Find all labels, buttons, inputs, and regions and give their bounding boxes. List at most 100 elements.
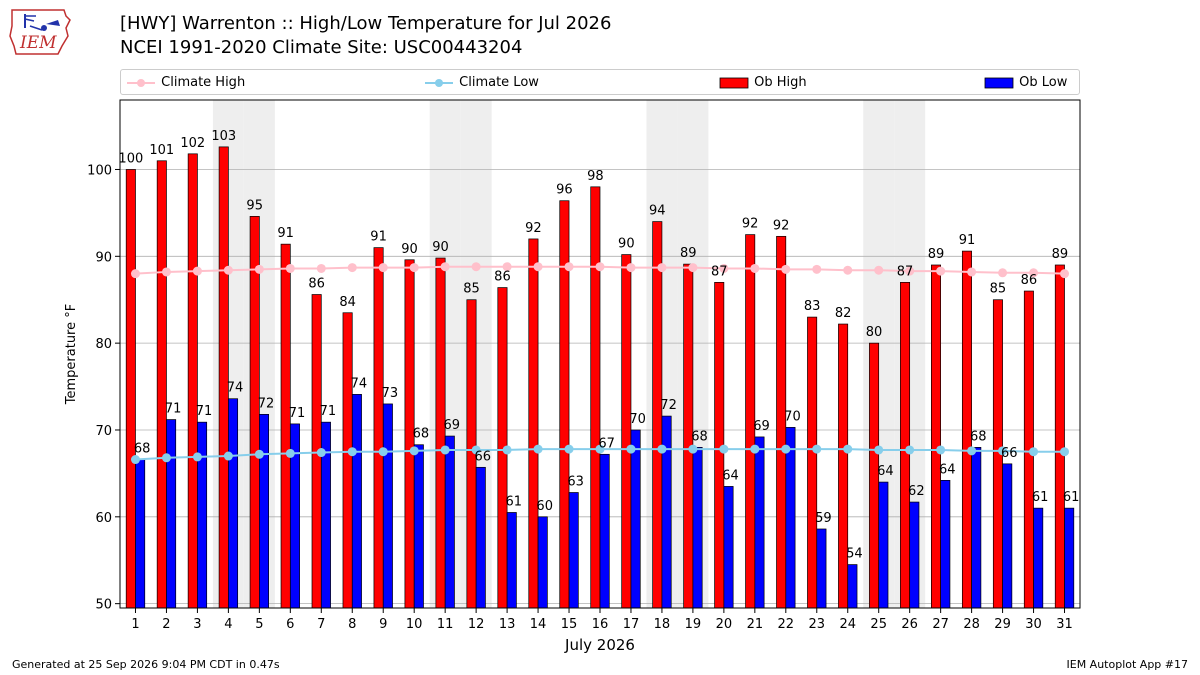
x-tick-label-28: 28 [963, 617, 980, 632]
ob-low-bar-4 [228, 398, 239, 609]
climate-high-point-5 [254, 264, 264, 274]
climate-high-point-27 [936, 266, 946, 276]
ob-low-value-label-27: 64 [939, 462, 956, 477]
climate-low-point-6 [285, 448, 295, 458]
iem-logo: IEM [8, 6, 72, 58]
ob-low-bar-23 [816, 528, 827, 609]
x-tick-label-9: 9 [379, 617, 387, 632]
x-tick-label-10: 10 [406, 617, 423, 632]
climate-high-point-8 [347, 263, 357, 273]
ob-high-value-label-1: 100 [118, 151, 143, 166]
climate-high-point-9 [378, 263, 388, 273]
ob-low-value-label-10: 68 [413, 427, 430, 442]
ob-low-bar-3 [197, 421, 208, 609]
ob-low-value-label-21: 69 [753, 419, 770, 434]
climate-low-point-29 [998, 446, 1008, 456]
ob-low-value-label-25: 64 [877, 464, 894, 479]
climate-high-point-30 [1029, 268, 1039, 278]
climate-high-point-1 [130, 269, 140, 279]
ob-high-bar-1 [125, 169, 136, 609]
ob-low-value-label-18: 72 [660, 398, 677, 413]
ob-high-value-label-19: 89 [680, 246, 697, 261]
climate-high-point-4 [223, 265, 233, 275]
ob-low-bar-14 [537, 516, 548, 609]
climate-high-point-15 [564, 262, 574, 272]
legend-label-climate-high: Climate High [161, 75, 246, 90]
ob-high-value-label-21: 92 [742, 217, 759, 232]
ob-low-value-label-22: 70 [784, 409, 801, 424]
ob-high-bar-3 [187, 153, 198, 609]
ob-high-value-label-3: 102 [180, 136, 205, 151]
ob-high-bar-23 [807, 316, 818, 609]
climate-low-point-5 [254, 449, 264, 459]
climate-low-point-25 [874, 445, 884, 455]
ob-low-bar-9 [382, 403, 393, 609]
climate-high-point-7 [316, 263, 326, 273]
ob-low-value-label-26: 62 [908, 484, 925, 499]
ob-low-value-label-30: 61 [1032, 490, 1049, 505]
ob-low-value-label-17: 70 [629, 412, 646, 427]
y-tick-label-60: 60 [95, 511, 112, 526]
ob-high-value-label-4: 103 [211, 129, 236, 144]
logo-text: IEM [19, 33, 57, 53]
ob-high-value-label-22: 92 [773, 218, 790, 233]
ob-high-value-label-20: 87 [711, 264, 728, 279]
ob-low-value-label-9: 73 [382, 386, 399, 401]
x-tick-label-2: 2 [162, 617, 170, 632]
climate-high-point-10 [409, 263, 419, 273]
climate-high-point-17 [626, 263, 636, 273]
y-tick-label-100: 100 [87, 163, 112, 178]
ob-high-bar-18 [652, 221, 663, 609]
legend-label-ob-low: Ob Low [1019, 75, 1068, 90]
ob-high-value-label-5: 95 [246, 198, 263, 213]
ob-high-value-label-18: 94 [649, 204, 666, 219]
ob-high-value-label-12: 85 [463, 282, 480, 297]
x-tick-label-24: 24 [839, 617, 856, 632]
climate-low-point-20 [719, 444, 729, 454]
ob-high-value-label-17: 90 [618, 237, 635, 252]
ob-high-value-label-6: 91 [277, 226, 294, 241]
x-tick-label-6: 6 [286, 617, 294, 632]
climate-low-point-30 [1029, 447, 1039, 457]
ob-high-value-label-30: 86 [1021, 273, 1038, 288]
climate-low-point-1 [130, 455, 140, 465]
climate-low-point-22 [781, 444, 791, 454]
ob-high-bar-17 [621, 254, 632, 609]
ob-high-value-label-29: 85 [990, 282, 1007, 297]
x-tick-label-14: 14 [530, 617, 547, 632]
ob-high-bar-2 [156, 160, 167, 609]
ob-low-bar-22 [785, 427, 796, 609]
x-tick-label-18: 18 [654, 617, 671, 632]
ob-high-bar-31 [1054, 264, 1065, 609]
legend-label-climate-low: Climate Low [459, 75, 539, 90]
chart-legend: Climate High Climate Low Ob High Ob Low [120, 69, 1080, 95]
climate-low-point-14 [533, 444, 543, 454]
climate-high-point-6 [285, 263, 295, 273]
footer-generated-info: Generated at 25 Sep 2026 9:04 PM CDT in … [12, 658, 280, 671]
climate-high-point-22 [781, 264, 791, 274]
ob-low-bar-26 [909, 501, 920, 609]
x-tick-label-16: 16 [592, 617, 609, 632]
x-tick-label-8: 8 [348, 617, 356, 632]
ob-high-bar-9 [373, 247, 384, 609]
climate-high-point-18 [657, 263, 667, 273]
climate-high-point-21 [750, 263, 760, 273]
ob-low-bar-11 [444, 435, 455, 609]
legend-item-ob-high: Ob High [718, 74, 807, 92]
climate-low-point-16 [595, 444, 605, 454]
ob-high-bar-27 [931, 264, 941, 609]
ob-low-bar-17 [630, 429, 641, 609]
climate-high-point-11 [440, 262, 450, 272]
ob-low-bar-19 [692, 447, 703, 609]
climate-low-point-28 [967, 446, 977, 456]
x-tick-label-17: 17 [623, 617, 640, 632]
ob-low-value-label-19: 68 [691, 429, 708, 444]
x-tick-label-12: 12 [468, 617, 485, 632]
climate-low-point-13 [502, 445, 512, 455]
ob-low-bar-27 [940, 479, 951, 609]
ob-low-value-label-7: 71 [320, 404, 337, 419]
ob-high-value-label-16: 98 [587, 169, 604, 184]
climate-low-point-11 [440, 445, 450, 455]
climate-low-point-24 [843, 444, 853, 454]
